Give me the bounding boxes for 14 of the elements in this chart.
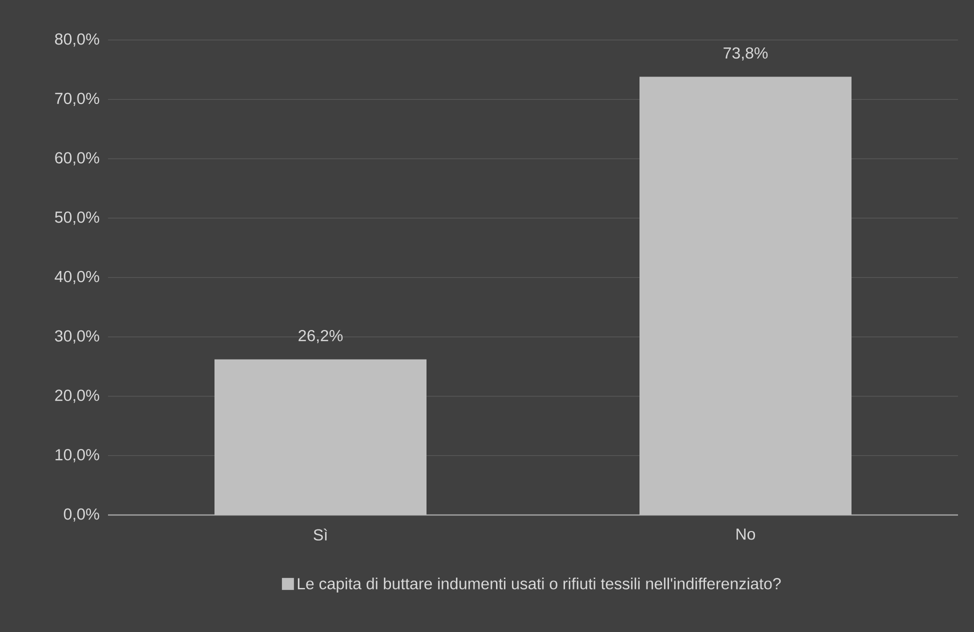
data-label: 73,8% [724, 47, 768, 61]
y-tick-label: 20,0% [55, 390, 100, 403]
y-tick-label: 80,0% [55, 33, 100, 47]
x-tick-label: Sì [314, 528, 328, 541]
y-tick-label: 50,0% [55, 212, 100, 225]
y-tick-label: 10,0% [56, 449, 100, 462]
y-tick-label: 30,0% [54, 330, 100, 344]
y-tick-label: 60,0% [55, 152, 100, 166]
y-tick-label: 40,0% [54, 270, 100, 284]
data-label: 26,2% [298, 330, 343, 344]
y-tick-label: 70,0% [55, 92, 100, 106]
y-tick-label: 0,0% [64, 508, 100, 522]
legend-label: Le capita di buttare indumenti usati o rifiuti tessili nell'indifferenziato? [298, 578, 781, 593]
x-tick-label: No [736, 528, 756, 540]
